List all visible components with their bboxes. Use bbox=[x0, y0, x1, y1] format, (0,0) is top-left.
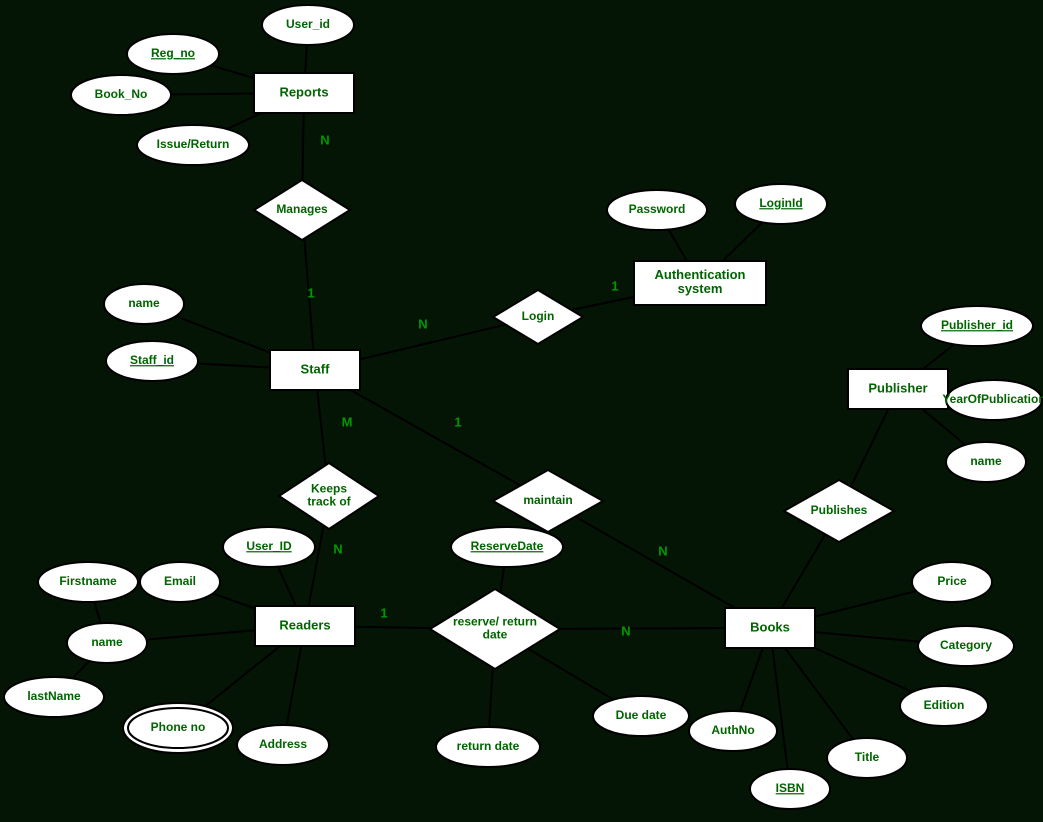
attribute-label: return date bbox=[457, 739, 520, 753]
relationship-publishes: Publishes bbox=[784, 480, 894, 542]
attribute-name_staff: name bbox=[104, 284, 184, 324]
attribute-loginid: LoginId bbox=[735, 184, 827, 224]
attribute-label: Edition bbox=[924, 698, 965, 712]
attribute-label: Title bbox=[855, 750, 880, 764]
cardinality-label: N bbox=[418, 316, 427, 331]
attribute-reservedate: ReserveDate bbox=[451, 527, 563, 567]
attribute-label: Firstname bbox=[59, 574, 117, 588]
entity-label: Books bbox=[750, 619, 790, 634]
attribute-label: Price bbox=[937, 574, 967, 588]
cardinality-label: N bbox=[621, 623, 630, 638]
attribute-category: Category bbox=[918, 626, 1014, 666]
attribute-lastname: lastName bbox=[4, 677, 104, 717]
attribute-label: Staff_id bbox=[130, 353, 174, 367]
cardinality-label: N bbox=[320, 132, 329, 147]
attribute-edition: Edition bbox=[900, 686, 988, 726]
attribute-label: lastName bbox=[27, 689, 81, 703]
attribute-label: User_ID bbox=[246, 539, 292, 553]
attribute-user_id_rep: User_id bbox=[262, 5, 354, 45]
attribute-label: Book_No bbox=[95, 87, 148, 101]
attribute-label: name bbox=[970, 454, 1002, 468]
attribute-address: Address bbox=[237, 725, 329, 765]
svg-text:Keepstrack of: Keepstrack of bbox=[307, 482, 351, 509]
attribute-title: Title bbox=[827, 738, 907, 778]
attribute-label: ReserveDate bbox=[471, 539, 544, 553]
entity-reports: Reports bbox=[254, 73, 354, 113]
relationship-label: Publishes bbox=[811, 503, 868, 517]
relationship-label: Login bbox=[522, 309, 555, 323]
attribute-label: ISBN bbox=[776, 781, 805, 795]
attribute-label: YearOfPublication bbox=[942, 392, 1043, 406]
relationship-label: maintain bbox=[523, 493, 572, 507]
cardinality-label: N bbox=[333, 541, 342, 556]
entity-staff: Staff bbox=[270, 350, 360, 390]
entity-readers: Readers bbox=[255, 606, 355, 646]
attribute-label: Reg_no bbox=[151, 46, 195, 60]
attribute-publisher_id: Publisher_id bbox=[921, 306, 1033, 346]
attribute-label: Issue/Return bbox=[157, 137, 230, 151]
attribute-label: Publisher_id bbox=[941, 318, 1013, 332]
cardinality-label: N bbox=[658, 543, 667, 558]
relationship-manages: Manages bbox=[254, 180, 350, 240]
attribute-name_rd: name bbox=[67, 623, 147, 663]
attribute-yearpub: YearOfPublication bbox=[942, 380, 1043, 420]
attribute-label: Email bbox=[164, 574, 196, 588]
attribute-authno: AuthNo bbox=[689, 711, 777, 751]
attribute-label: Due date bbox=[616, 708, 667, 722]
entity-label: Readers bbox=[279, 617, 330, 632]
cardinality-label: 1 bbox=[611, 278, 618, 293]
cardinality-label: 1 bbox=[454, 414, 461, 429]
attribute-label: LoginId bbox=[759, 196, 802, 210]
attribute-firstname: Firstname bbox=[38, 562, 138, 602]
attribute-reg_no: Reg_no bbox=[127, 34, 219, 74]
attribute-password: Password bbox=[607, 190, 707, 230]
relationship-keepstrack: Keepstrack of bbox=[279, 463, 379, 529]
attribute-label: name bbox=[91, 635, 123, 649]
entities: Reports Staff Authenticationsystem Publishe… bbox=[254, 73, 948, 648]
entity-label: Reports bbox=[279, 84, 328, 99]
attribute-email: Email bbox=[140, 562, 220, 602]
entity-auth: Authenticationsystem bbox=[634, 261, 766, 305]
entity-books: Books bbox=[725, 608, 815, 648]
attribute-label: AuthNo bbox=[711, 723, 754, 737]
attribute-label: name bbox=[128, 296, 160, 310]
cardinality-label: M bbox=[342, 414, 353, 429]
cardinality-label: 1 bbox=[307, 285, 314, 300]
attribute-book_no: Book_No bbox=[71, 75, 171, 115]
attribute-staff_id: Staff_id bbox=[106, 341, 198, 381]
attribute-label: Category bbox=[940, 638, 992, 652]
attribute-label: Address bbox=[259, 737, 307, 751]
attribute-label: User_id bbox=[286, 17, 330, 31]
attribute-label: Phone no bbox=[151, 720, 206, 734]
attribute-user_id_rd: User_ID bbox=[223, 527, 315, 567]
entity-publisher: Publisher bbox=[848, 369, 948, 409]
attribute-returndate: return date bbox=[436, 727, 540, 767]
attribute-phoneno: Phone no bbox=[123, 703, 233, 753]
attribute-isbn: ISBN bbox=[750, 769, 830, 809]
attribute-duedate: Due date bbox=[593, 696, 689, 736]
er-diagram: Reports Staff Authenticationsystem Publishe… bbox=[0, 0, 1043, 822]
attribute-issue_return: Issue/Return bbox=[137, 125, 249, 165]
attribute-name_pub: name bbox=[946, 442, 1026, 482]
attribute-label: Password bbox=[629, 202, 686, 216]
entity-label: Publisher bbox=[868, 380, 927, 395]
relationship-label: Manages bbox=[276, 202, 328, 216]
relationship-login: Login bbox=[493, 290, 583, 344]
cardinality-label: 1 bbox=[380, 605, 387, 620]
entity-label: Staff bbox=[301, 361, 331, 376]
attribute-price: Price bbox=[912, 562, 992, 602]
